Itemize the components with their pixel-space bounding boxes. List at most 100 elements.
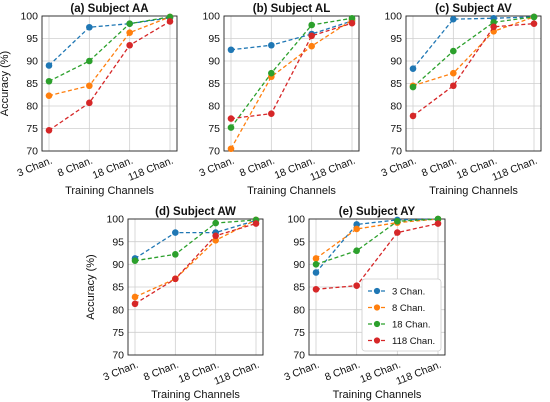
legend-item: 118 Chan. [368,336,435,347]
x-tick-label: 3 Chan. [102,359,141,384]
data-point [308,42,315,50]
series-4 [227,19,356,122]
legend-label: 118 Chan. [392,336,435,347]
series-2 [227,16,356,153]
y-tick-label: 85 [208,78,220,90]
y-tick-label: 80 [390,101,402,113]
data-point [434,215,442,223]
x-tick-label: 3 Chan. [16,155,55,180]
series-line [230,22,353,120]
series-2 [45,13,174,99]
x-axis-label: Training Channels [247,185,336,197]
series-3 [409,13,538,91]
data-point [126,41,133,49]
x-tick-label: 8 Chan. [420,155,459,180]
series-line [230,20,353,51]
y-tick-label: 80 [293,304,305,316]
panel-title: (e) Subject AY [339,206,416,218]
y-tick-label: 90 [26,56,38,68]
legend-marker [373,337,381,344]
y-tick-label: 70 [390,146,402,158]
data-point [131,300,139,308]
series-4 [131,220,260,308]
y-axis-label: Accuracy (%) [0,51,11,116]
x-axis-label: Training Channels [65,185,154,197]
legend-marker [373,304,381,311]
data-point [131,257,139,265]
x-tick-label: 8 Chan. [238,155,277,180]
plot-area [308,218,446,356]
series-line [48,16,171,82]
panel-title: (d) Subject AW [155,206,236,218]
legend-item: 8 Chan. [368,303,425,314]
series-line [134,222,257,305]
legend-label: 3 Chan. [392,286,425,297]
y-tick-label: 80 [208,101,220,113]
y-tick-label: 90 [390,56,402,68]
series-4 [45,18,174,134]
data-point [212,232,219,240]
legend-item: 18 Chan. [368,319,431,330]
data-point [268,110,275,117]
y-tick-label: 100 [106,214,124,226]
x-tick-label: 118 Chan. [394,359,443,388]
y-tick-label: 100 [287,214,305,226]
y-tick-label: 95 [208,33,220,45]
y-tick-label: 85 [112,282,124,294]
data-point [353,221,360,228]
data-point [212,237,219,244]
data-point [45,77,53,85]
series-4 [409,20,538,120]
legend-label: 8 Chan. [392,303,425,314]
series-line [412,16,535,88]
data-point [212,219,219,227]
data-point [450,47,457,55]
series-line [315,222,439,290]
data-point [409,83,417,91]
data-point [45,127,53,134]
x-tick-label: 118 Chan. [308,155,357,184]
data-point [348,19,356,27]
data-point [530,20,538,27]
data-point [409,112,417,120]
y-tick-label: 90 [208,56,220,68]
series-4 [312,220,442,293]
data-point [450,82,457,90]
data-point [530,13,538,21]
series-3 [131,216,260,265]
series-line [230,17,353,128]
data-point [227,124,235,131]
data-point [353,225,360,233]
series-line [412,16,535,70]
y-tick-label: 95 [293,236,305,248]
series-3 [45,13,174,85]
y-tick-label: 75 [112,327,124,339]
series-2 [312,215,442,262]
y-tick-label: 95 [26,33,38,45]
series-line [48,16,171,97]
x-axis-label: Training Channels [333,389,422,401]
data-point [394,229,401,236]
x-axis-label: Training Channels [151,389,240,401]
series-3 [227,14,356,131]
y-tick-label: 85 [26,78,38,90]
y-axis-label: Accuracy (%) [85,254,97,319]
legend-label: 18 Chan. [392,319,431,330]
y-tick-label: 75 [26,123,38,135]
plot-area [223,15,360,152]
y-tick-label: 100 [384,11,402,23]
y-tick-label: 100 [202,11,220,23]
y-tick-label: 85 [390,78,402,90]
plot-area [41,15,178,152]
y-tick-label: 70 [112,350,124,362]
series-line [412,23,535,117]
data-point [131,293,139,301]
series-line [315,218,439,259]
series-line [48,17,171,66]
data-point [268,69,275,77]
y-tick-label: 75 [390,123,402,135]
